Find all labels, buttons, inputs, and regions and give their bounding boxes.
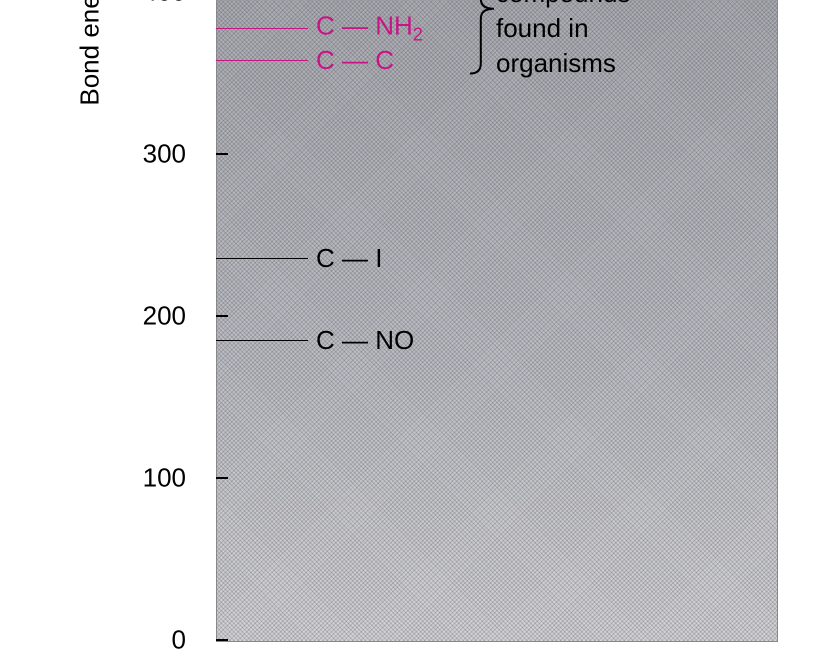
bond-label: C — I [316,245,382,271]
bond-indicator [216,28,308,29]
bond-label: C — NH2 [316,12,423,43]
bond-label: C — OH [316,0,414,2]
bond-indicator [216,258,308,259]
bond-label: C — NO [316,327,414,353]
bond-indicator [216,340,308,341]
bond-series: C — HC — OHC — NH2C — CC — IC — NO [0,0,816,654]
bond-indicator [216,60,308,61]
annotation-organic-bonds: bonds in organiccompoundsfound inorganis… [496,0,687,81]
bond-label: C — C [316,47,394,73]
